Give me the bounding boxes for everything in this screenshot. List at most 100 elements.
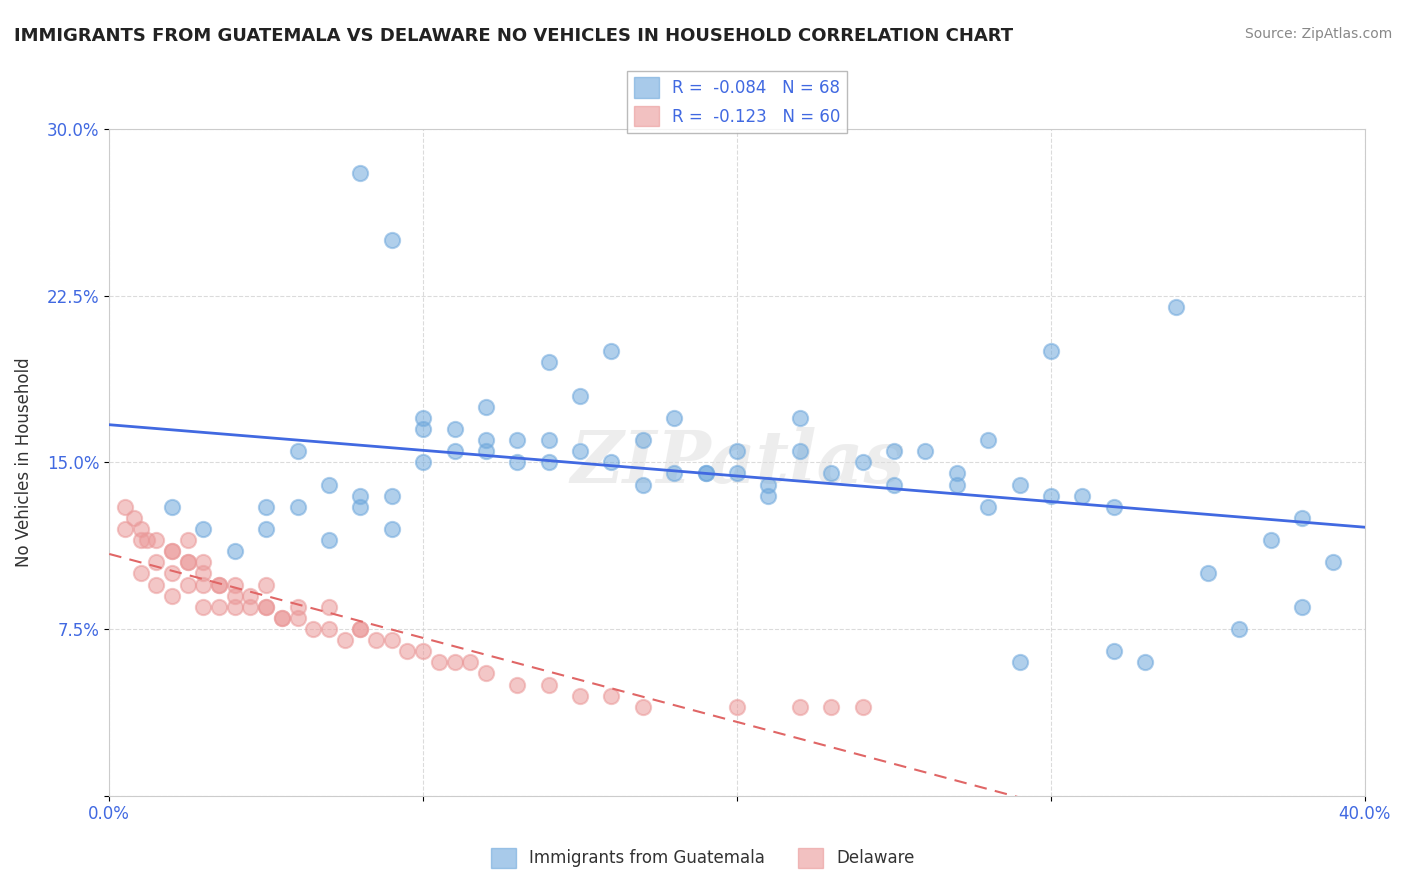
Point <box>664 410 686 425</box>
Point <box>537 455 560 469</box>
Point <box>224 544 246 558</box>
Point <box>977 500 1000 514</box>
Point <box>789 699 811 714</box>
Point <box>883 444 905 458</box>
Point <box>270 611 292 625</box>
Point <box>208 577 231 591</box>
Point <box>129 533 152 548</box>
Point <box>318 622 340 636</box>
Point <box>270 611 292 625</box>
Point <box>318 599 340 614</box>
Point <box>287 500 309 514</box>
Point <box>254 577 277 591</box>
Point <box>333 633 356 648</box>
Point <box>1291 599 1313 614</box>
Point <box>537 433 560 447</box>
Point <box>145 577 167 591</box>
Point <box>914 444 936 458</box>
Point <box>287 611 309 625</box>
Point <box>1197 566 1219 581</box>
Point <box>129 566 152 581</box>
Point <box>600 689 623 703</box>
Point <box>1008 477 1031 491</box>
Point <box>412 410 434 425</box>
Point <box>254 599 277 614</box>
Point <box>1071 489 1094 503</box>
Point <box>160 500 183 514</box>
Point <box>600 455 623 469</box>
Point <box>427 656 450 670</box>
Y-axis label: No Vehicles in Household: No Vehicles in Household <box>15 358 32 567</box>
Point <box>695 467 717 481</box>
Point <box>145 555 167 569</box>
Point <box>631 477 654 491</box>
Point <box>1227 622 1250 636</box>
Point <box>631 433 654 447</box>
Point <box>695 467 717 481</box>
Point <box>475 400 498 414</box>
Point <box>412 455 434 469</box>
Point <box>224 577 246 591</box>
Point <box>381 233 404 247</box>
Point <box>160 544 183 558</box>
Point <box>1008 656 1031 670</box>
Point <box>114 500 136 514</box>
Point <box>254 522 277 536</box>
Point <box>725 467 748 481</box>
Point <box>177 577 200 591</box>
Point <box>381 633 404 648</box>
Text: IMMIGRANTS FROM GUATEMALA VS DELAWARE NO VEHICLES IN HOUSEHOLD CORRELATION CHART: IMMIGRANTS FROM GUATEMALA VS DELAWARE NO… <box>14 27 1014 45</box>
Point <box>208 599 231 614</box>
Point <box>443 656 465 670</box>
Point <box>239 599 262 614</box>
Point <box>725 699 748 714</box>
Point <box>239 589 262 603</box>
Point <box>129 522 152 536</box>
Point <box>287 444 309 458</box>
Point <box>1166 300 1188 314</box>
Point <box>506 677 529 691</box>
Point <box>725 444 748 458</box>
Point <box>349 500 371 514</box>
Point <box>177 555 200 569</box>
Point <box>254 500 277 514</box>
Point <box>475 666 498 681</box>
Point <box>381 489 404 503</box>
Point <box>208 577 231 591</box>
Point <box>569 444 592 458</box>
Point <box>349 622 371 636</box>
Point <box>977 433 1000 447</box>
Point <box>177 555 200 569</box>
Point <box>254 599 277 614</box>
Legend: Immigrants from Guatemala, Delaware: Immigrants from Guatemala, Delaware <box>484 841 922 875</box>
Point <box>318 477 340 491</box>
Point <box>224 599 246 614</box>
Point <box>193 599 215 614</box>
Point <box>820 467 842 481</box>
Point <box>1291 511 1313 525</box>
Point <box>506 433 529 447</box>
Point <box>883 477 905 491</box>
Point <box>160 589 183 603</box>
Point <box>820 699 842 714</box>
Point <box>124 511 146 525</box>
Point <box>193 577 215 591</box>
Point <box>1260 533 1282 548</box>
Point <box>349 489 371 503</box>
Point <box>1039 344 1062 359</box>
Point <box>506 455 529 469</box>
Point <box>193 522 215 536</box>
Point <box>789 410 811 425</box>
Point <box>177 533 200 548</box>
Point <box>852 455 875 469</box>
Point <box>381 522 404 536</box>
Point <box>287 599 309 614</box>
Point <box>349 622 371 636</box>
Point <box>114 522 136 536</box>
Point <box>135 533 157 548</box>
Point <box>364 633 387 648</box>
Point <box>789 444 811 458</box>
Point <box>758 477 780 491</box>
Point <box>537 355 560 369</box>
Point <box>569 389 592 403</box>
